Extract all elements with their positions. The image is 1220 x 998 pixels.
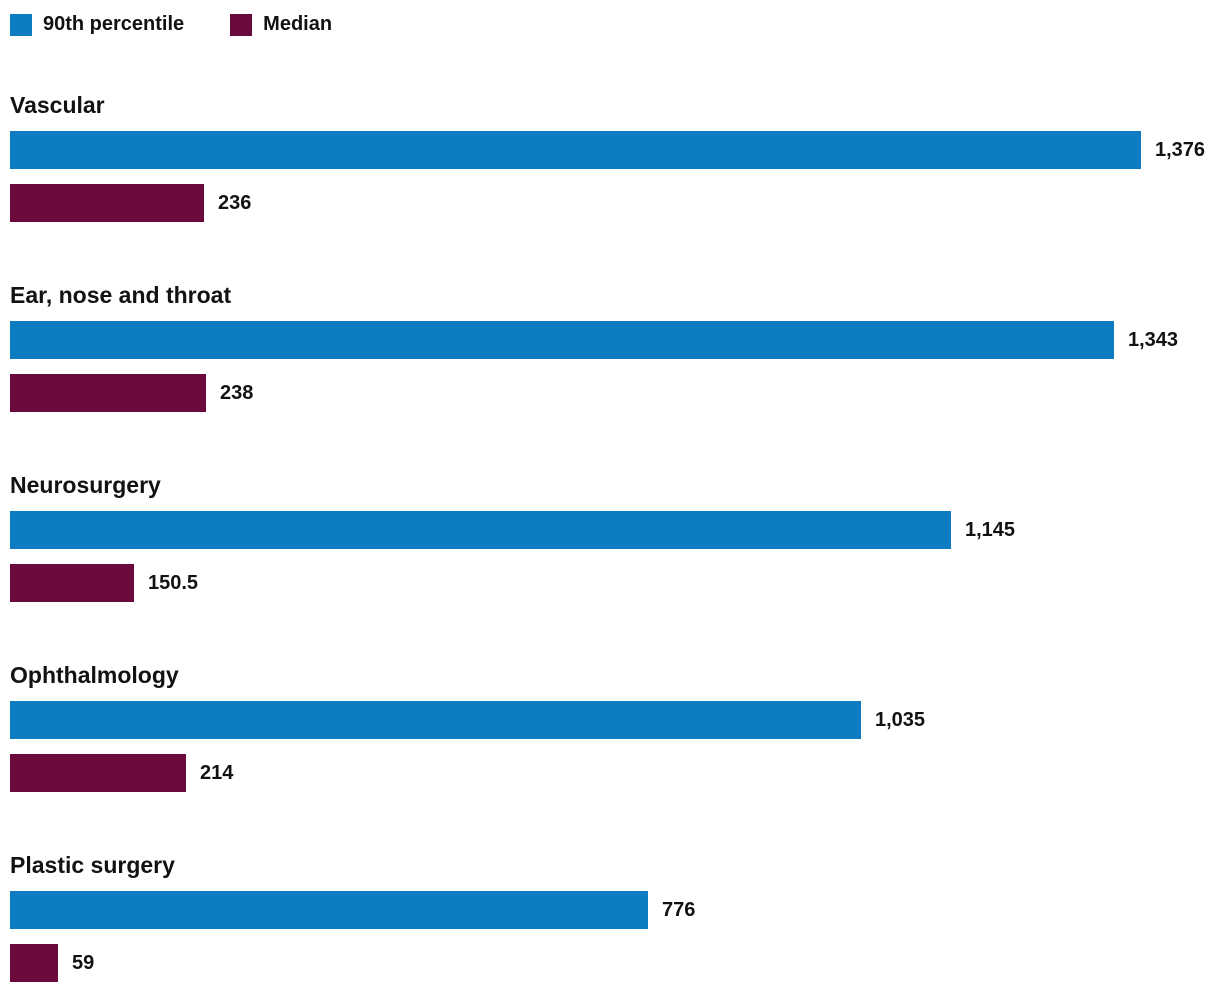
bar-value-label: 59 (72, 951, 95, 974)
bar-row: 236 (10, 184, 1210, 222)
bar-median (10, 184, 204, 222)
category-label: Ear, nose and throat (10, 282, 232, 308)
legend-swatch-90th-percentile-icon (10, 13, 32, 36)
legend-swatch-median-icon (230, 13, 253, 36)
category-label: Vascular (10, 92, 105, 118)
bar-row: 150.5 (10, 564, 1210, 602)
category-label: Ophthalmology (10, 662, 179, 688)
bar-90th-percentile (10, 701, 861, 739)
bar-row: 1,145 (10, 511, 1210, 549)
bar-90th-percentile (10, 511, 951, 549)
bar-90th-percentile (10, 321, 1114, 359)
bar-median (10, 754, 186, 792)
bar-row: 1,376 (10, 131, 1210, 169)
bar-row: 214 (10, 754, 1210, 792)
bar-value-label: 238 (220, 381, 254, 404)
category-group: Ophthalmology 1,035 214 (10, 662, 1210, 792)
bar-row: 776 (10, 891, 1210, 929)
category-group: Neurosurgery 1,145 150.5 (10, 472, 1210, 602)
bar-value-label: 236 (218, 191, 252, 214)
bar-row: 1,035 (10, 701, 1210, 739)
legend: 90th percentile Median (10, 13, 1210, 36)
legend-item-median: Median (230, 13, 332, 36)
category-group: Vascular 1,376 236 (10, 92, 1210, 222)
bar-90th-percentile (10, 131, 1141, 169)
legend-item-90th-percentile: 90th percentile (10, 13, 184, 36)
bar-value-label: 776 (662, 898, 696, 921)
bar-value-label: 1,343 (1128, 328, 1179, 351)
category-label: Plastic surgery (10, 852, 175, 878)
bar-value-label: 1,035 (875, 708, 926, 731)
category-group: Plastic surgery 776 59 (10, 852, 1210, 982)
category-label: Neurosurgery (10, 472, 161, 498)
bar-row: 59 (10, 944, 1210, 982)
bar-value-label: 1,376 (1155, 138, 1206, 161)
bar-row: 1,343 (10, 321, 1210, 359)
legend-label-90th-percentile: 90th percentile (43, 13, 185, 35)
bar-value-label: 1,145 (965, 518, 1016, 541)
bar-median (10, 374, 206, 412)
chart-body: Vascular 1,376 236 Ear, nose and throat 1,34… (10, 92, 1210, 982)
bar-90th-percentile (10, 891, 648, 929)
bar-median (10, 564, 134, 602)
category-group: Ear, nose and throat 1,343 238 (10, 282, 1210, 412)
bar-value-label: 150.5 (148, 571, 199, 594)
bar-row: 238 (10, 374, 1210, 412)
bar-value-label: 214 (200, 761, 234, 784)
bar-median (10, 944, 58, 982)
legend-label-median: Median (263, 13, 333, 35)
